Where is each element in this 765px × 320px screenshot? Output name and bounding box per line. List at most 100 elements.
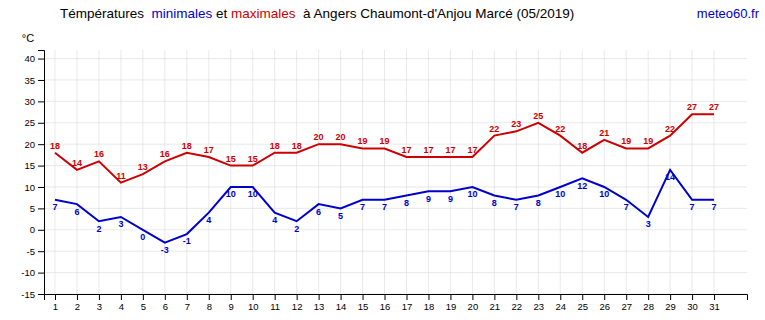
grid-line	[208, 50, 209, 294]
tick: 14	[336, 294, 347, 312]
tick-mark	[692, 294, 693, 300]
data-label: 0	[140, 232, 145, 242]
tick-label: 1	[53, 301, 58, 312]
data-label: 22	[555, 124, 565, 134]
grid-line	[538, 50, 539, 294]
tick-mark	[38, 59, 44, 60]
tick: 17	[402, 294, 413, 312]
tick-label: 13	[314, 301, 325, 312]
tick-label: 19	[446, 301, 457, 312]
axis-line	[38, 51, 45, 295]
data-label: 18	[50, 141, 60, 151]
tick-mark	[648, 294, 649, 300]
data-label: 6	[74, 207, 79, 217]
tick-label: 28	[643, 301, 654, 312]
tick: 27	[621, 294, 632, 312]
tick: 11	[270, 294, 280, 312]
tick: 10	[248, 294, 259, 312]
tick-label: 8	[207, 301, 212, 312]
tick-label: 15	[358, 301, 369, 312]
tick-label: 7	[185, 301, 190, 312]
data-label: 15	[226, 154, 236, 164]
grid-line	[296, 50, 297, 294]
tick-mark	[38, 294, 44, 295]
tick: 40	[24, 53, 44, 64]
tick-mark	[582, 294, 583, 300]
data-label: 18	[270, 141, 280, 151]
grid-line	[44, 58, 747, 59]
tick-mark	[363, 294, 364, 300]
tick: 15	[358, 294, 369, 312]
data-label: 27	[687, 102, 697, 112]
data-label: 8	[536, 198, 541, 208]
data-label: 11	[116, 171, 126, 181]
data-label: 10	[248, 189, 258, 199]
tick-mark	[38, 251, 44, 252]
tick-mark	[670, 294, 671, 300]
tick-mark	[472, 294, 473, 300]
tick-label: 20	[468, 301, 479, 312]
tick-label: 20	[24, 139, 35, 150]
tick-label: 30	[24, 96, 35, 107]
data-label: 9	[426, 194, 431, 204]
grid-line	[44, 272, 747, 273]
grid-line	[626, 50, 627, 294]
tick-label: -5	[27, 246, 35, 257]
data-label: 3	[118, 219, 123, 229]
data-label: 25	[533, 111, 543, 121]
tick-mark	[38, 166, 44, 167]
title-part: à Angers Chaumont-d'Anjou Marcé (05/2019…	[296, 6, 575, 21]
grid-line	[44, 144, 747, 145]
tick-label: 6	[163, 301, 168, 312]
tick-label: 5	[30, 203, 35, 214]
data-label: 19	[358, 136, 368, 146]
tick-mark	[38, 123, 44, 124]
grid-line	[406, 50, 407, 294]
tick-mark	[714, 294, 715, 300]
data-label: 17	[423, 145, 433, 155]
tick: 29	[665, 294, 676, 312]
grid-line	[44, 186, 747, 187]
tick-label: 4	[119, 301, 124, 312]
tick: -10	[21, 267, 44, 278]
grid-line	[582, 50, 583, 294]
grid-line	[44, 101, 747, 102]
grid-line	[44, 208, 747, 209]
data-label: -3	[161, 245, 169, 255]
tick: 12	[292, 294, 303, 312]
data-label: 7	[514, 202, 519, 212]
data-label: 7	[690, 202, 695, 212]
tick-mark	[385, 294, 386, 300]
tick-mark	[187, 294, 188, 300]
tick-label: 10	[24, 182, 35, 193]
grid-line	[44, 251, 747, 252]
grid-line	[252, 50, 253, 294]
tick-label: 0	[30, 224, 35, 235]
grid-line	[44, 229, 747, 230]
tick: 25	[24, 117, 44, 128]
tick-mark	[143, 294, 144, 300]
tick-label: 18	[424, 301, 435, 312]
grid-line	[76, 50, 77, 294]
data-label: 7	[712, 202, 717, 212]
grid-line	[54, 50, 55, 294]
data-label: 14	[665, 172, 675, 182]
tick: 15	[24, 160, 44, 171]
tick-label: 24	[555, 301, 566, 312]
tick-mark	[604, 294, 605, 300]
annotation: meteo60.fr	[697, 6, 760, 21]
tick: 5	[30, 203, 44, 214]
line	[55, 170, 714, 243]
data-label: 2	[96, 224, 101, 234]
data-label: 16	[160, 149, 170, 159]
grid-line	[560, 50, 561, 294]
data-label: -1	[183, 236, 191, 246]
tick-mark	[209, 294, 210, 300]
tick-label: 2	[75, 301, 80, 312]
data-label: 10	[599, 189, 609, 199]
tick: 13	[314, 294, 325, 312]
tick: 9	[229, 294, 234, 312]
tick-mark	[253, 294, 254, 300]
data-label: 4	[206, 215, 211, 225]
grid-line	[362, 50, 363, 294]
